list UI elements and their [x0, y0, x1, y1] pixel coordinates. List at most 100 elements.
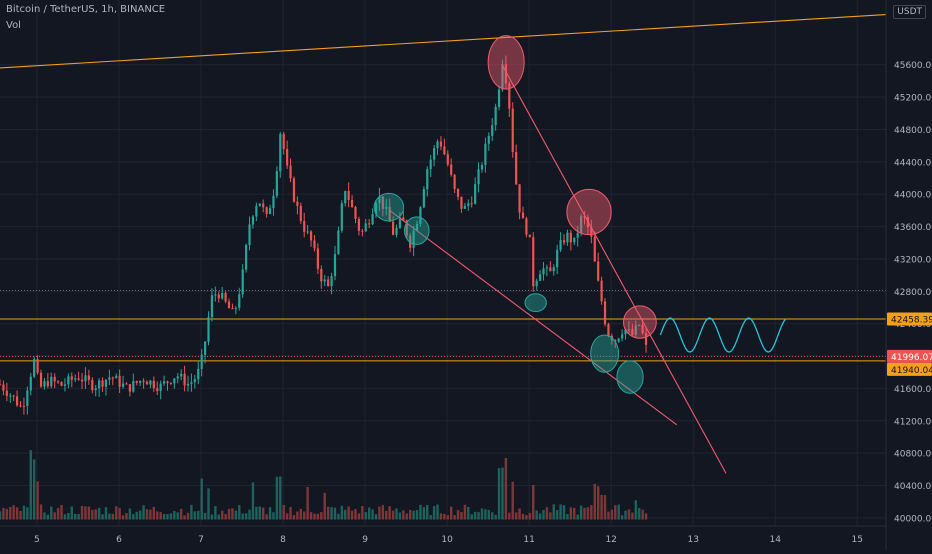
highlight-ellipse: [616, 360, 644, 394]
candle-body: [210, 295, 214, 318]
candle-body: [12, 395, 15, 397]
candle-body: [118, 375, 121, 387]
volume-bar: [193, 511, 197, 520]
volume-bar: [525, 515, 528, 520]
volume-bar: [432, 506, 436, 520]
volume-bar: [443, 513, 446, 520]
candle-body: [87, 375, 90, 380]
candle-body: [453, 174, 456, 189]
volume-bar: [426, 504, 429, 520]
volume-bar: [569, 507, 573, 520]
volume-bar: [408, 509, 412, 520]
highlight-ellipse: [403, 216, 430, 245]
volume-bar: [497, 468, 501, 520]
volume-bar: [596, 486, 600, 520]
volume-bar: [101, 514, 104, 520]
candle-body: [323, 279, 326, 282]
candle-body: [545, 267, 549, 269]
volume-bar: [603, 495, 607, 520]
volume-bar: [74, 513, 77, 520]
drawings[interactable]: [0, 14, 887, 474]
candle-body: [388, 206, 391, 222]
volume-bar: [504, 457, 508, 520]
candle-body: [374, 202, 378, 214]
candle-body: [316, 248, 319, 269]
volume-bar: [251, 482, 255, 520]
volume-bar: [371, 509, 374, 520]
candle-body: [494, 106, 497, 126]
candle-body: [504, 64, 507, 84]
candle-body: [497, 89, 501, 107]
volume-bar: [385, 510, 388, 520]
candle-body: [296, 201, 299, 206]
y-tick-label: 45600.00: [894, 61, 932, 71]
volume-bar: [203, 512, 207, 520]
volume-bar: [149, 509, 152, 520]
volume-bar: [391, 510, 395, 520]
y-tick-label: 41600.00: [894, 385, 932, 395]
volume-bar: [128, 508, 132, 520]
volume-bar: [620, 515, 624, 520]
y-tick-label: 43600.00: [894, 223, 932, 233]
candle-body: [340, 203, 343, 231]
candle-body: [36, 359, 39, 373]
symbol-title[interactable]: Bitcoin / TetherUS, 1h, BINANCE: [6, 4, 166, 15]
candle-body: [641, 324, 644, 334]
volume-bar: [586, 507, 590, 520]
volume-bar: [306, 486, 309, 520]
volume-bar: [53, 512, 56, 520]
volume-bar: [272, 512, 275, 520]
volume-bar: [255, 506, 258, 520]
volume-bar: [395, 508, 398, 520]
candle-body: [272, 195, 275, 209]
candle-body: [262, 203, 265, 208]
candle-body: [631, 329, 634, 335]
horizontal-levels[interactable]: [0, 290, 886, 362]
volume-bar: [439, 513, 443, 520]
candle-body: [607, 324, 610, 337]
y-tick-label: 40000.00: [894, 514, 932, 524]
candle-body: [286, 148, 289, 166]
volume-bar: [135, 511, 138, 520]
volume-bar: [566, 514, 569, 520]
candle-body: [583, 216, 586, 218]
candle-body: [234, 307, 237, 309]
trend-line: [389, 209, 678, 426]
candle-body: [224, 292, 227, 302]
candle-body: [125, 383, 128, 385]
candle-body: [480, 164, 484, 170]
candle-body: [409, 235, 412, 248]
candle-body: [433, 148, 436, 160]
candle-body: [255, 206, 258, 217]
y-tick-label: 43200.00: [894, 255, 932, 265]
y-tick-label: 42800.00: [894, 288, 932, 298]
candle-body: [203, 341, 207, 355]
volume-bar: [169, 513, 173, 520]
volume-bar: [576, 514, 579, 520]
candle-body: [238, 294, 241, 308]
volume-bar: [227, 508, 231, 520]
volume-bar: [538, 513, 542, 520]
x-tick-label: 13: [687, 535, 698, 545]
volume-bar: [450, 506, 453, 520]
candle-body: [347, 191, 350, 200]
volume-bar: [593, 483, 596, 520]
volume-bar: [412, 510, 415, 520]
candle-body: [15, 396, 19, 406]
x-tick-label: 14: [770, 535, 782, 545]
candle-body: [634, 325, 637, 335]
candle-body: [279, 133, 282, 172]
volume-bar: [518, 508, 521, 520]
currency-badge[interactable]: USDT: [893, 5, 926, 19]
volume-bar: [29, 450, 32, 520]
volume-bar: [422, 507, 426, 520]
volume-indicator-label[interactable]: Vol: [6, 20, 21, 31]
volume-bar: [644, 513, 648, 520]
volume-bar: [532, 484, 535, 520]
candle-body: [463, 205, 466, 209]
volume-bar: [456, 510, 460, 520]
volume-bar: [610, 509, 614, 520]
candle-body: [600, 280, 603, 302]
